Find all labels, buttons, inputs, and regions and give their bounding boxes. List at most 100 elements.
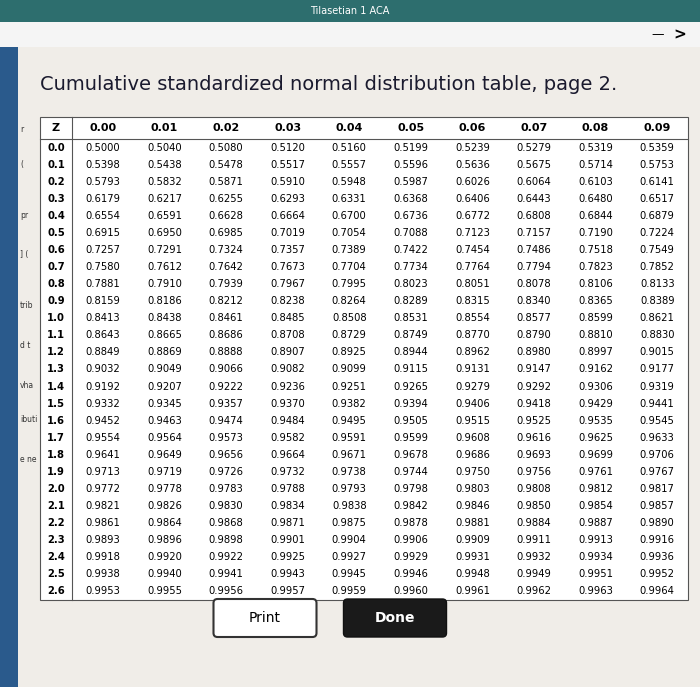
Text: 2.2: 2.2: [47, 518, 65, 528]
Text: 0.1: 0.1: [47, 159, 65, 170]
Text: 0.7190: 0.7190: [578, 228, 613, 238]
Text: 0.6026: 0.6026: [455, 177, 490, 187]
Text: 0.9015: 0.9015: [640, 348, 675, 357]
Text: 0.9099: 0.9099: [332, 365, 367, 374]
Text: 0.8925: 0.8925: [332, 348, 367, 357]
Text: 0.5557: 0.5557: [332, 159, 367, 170]
Text: 0.9591: 0.9591: [332, 433, 367, 443]
Text: 0.9941: 0.9941: [209, 570, 244, 579]
Text: 0.9871: 0.9871: [270, 518, 305, 528]
Text: 0.9131: 0.9131: [455, 365, 490, 374]
Text: 0.8461: 0.8461: [209, 313, 244, 324]
Text: 0.6064: 0.6064: [517, 177, 552, 187]
Text: 0.8962: 0.8962: [455, 348, 490, 357]
Text: 0.9964: 0.9964: [640, 587, 675, 596]
Text: 0.8078: 0.8078: [517, 279, 552, 289]
Text: 0.9772: 0.9772: [85, 484, 120, 494]
Text: 0.08: 0.08: [582, 123, 609, 133]
Text: 0.8531: 0.8531: [393, 313, 428, 324]
Text: 0.9936: 0.9936: [640, 552, 675, 563]
Text: 0.8023: 0.8023: [393, 279, 428, 289]
Text: ] (: ] (: [20, 251, 29, 260]
Text: 0.8729: 0.8729: [332, 330, 367, 340]
Text: 0.6406: 0.6406: [455, 194, 490, 204]
Text: 0.7486: 0.7486: [517, 245, 552, 255]
Text: 0.9474: 0.9474: [209, 416, 244, 426]
Text: 0.9922: 0.9922: [209, 552, 244, 563]
Text: 0.9904: 0.9904: [332, 535, 367, 545]
Text: 0.5596: 0.5596: [393, 159, 428, 170]
Text: 0.7123: 0.7123: [455, 228, 490, 238]
Text: 0.9756: 0.9756: [517, 467, 552, 477]
Text: 0.9909: 0.9909: [455, 535, 490, 545]
Text: Z: Z: [52, 123, 60, 133]
Text: 0.8944: 0.8944: [393, 348, 428, 357]
Text: 0.9452: 0.9452: [85, 416, 120, 426]
Text: 1.6: 1.6: [47, 416, 65, 426]
Text: 0.9927: 0.9927: [332, 552, 367, 563]
Text: 0.3: 0.3: [47, 194, 65, 204]
Text: 0.9838: 0.9838: [332, 501, 367, 511]
Text: 0.9251: 0.9251: [332, 381, 367, 392]
Text: 0.9868: 0.9868: [209, 518, 244, 528]
Text: 0.5000: 0.5000: [85, 142, 120, 153]
Text: 0.6736: 0.6736: [393, 211, 428, 221]
Text: 0.5517: 0.5517: [270, 159, 305, 170]
Text: 0.9207: 0.9207: [147, 381, 182, 392]
Text: 0.7939: 0.7939: [209, 279, 244, 289]
Text: 0.6808: 0.6808: [517, 211, 552, 221]
Text: 0.9641: 0.9641: [85, 450, 120, 460]
Text: 0.9535: 0.9535: [578, 416, 613, 426]
Text: 0.9959: 0.9959: [332, 587, 367, 596]
Text: 0.9940: 0.9940: [147, 570, 182, 579]
Text: 0.5832: 0.5832: [147, 177, 182, 187]
Bar: [0, 47, 18, 687]
Text: 0.5040: 0.5040: [147, 142, 182, 153]
Text: 0.8643: 0.8643: [85, 330, 120, 340]
Text: 0.8888: 0.8888: [209, 348, 244, 357]
Text: Done: Done: [374, 611, 415, 625]
Text: Print: Print: [249, 611, 281, 625]
Text: 0.7357: 0.7357: [270, 245, 305, 255]
Bar: [0, 22, 700, 47]
Text: 0.8133: 0.8133: [640, 279, 675, 289]
Text: 0.9599: 0.9599: [393, 433, 428, 443]
Text: 0.9893: 0.9893: [85, 535, 120, 545]
Text: 0.6: 0.6: [47, 245, 65, 255]
Text: 0.9082: 0.9082: [270, 365, 305, 374]
Text: 0.6628: 0.6628: [209, 211, 244, 221]
Text: 0.9554: 0.9554: [85, 433, 120, 443]
Text: 0.6844: 0.6844: [578, 211, 613, 221]
Text: 0.8264: 0.8264: [332, 296, 367, 306]
Text: 0.6772: 0.6772: [455, 211, 490, 221]
Text: 0.7088: 0.7088: [393, 228, 428, 238]
Text: Tilasetian 1 ACA: Tilasetian 1 ACA: [310, 6, 390, 16]
Text: 0.8749: 0.8749: [393, 330, 428, 340]
Text: 2.1: 2.1: [47, 501, 65, 511]
Text: 0.7642: 0.7642: [209, 262, 244, 272]
Text: 0.7257: 0.7257: [85, 245, 120, 255]
Text: 0.7389: 0.7389: [332, 245, 367, 255]
Text: 0.7019: 0.7019: [270, 228, 305, 238]
Text: 0.6141: 0.6141: [640, 177, 675, 187]
Text: 0.5120: 0.5120: [270, 142, 305, 153]
Text: 0.8577: 0.8577: [517, 313, 552, 324]
Text: 0.9798: 0.9798: [393, 484, 428, 494]
Text: 0.9778: 0.9778: [147, 484, 182, 494]
Text: 1.4: 1.4: [47, 381, 65, 392]
Text: 0.6879: 0.6879: [640, 211, 675, 221]
Text: 0.7291: 0.7291: [147, 245, 182, 255]
Text: 0.9738: 0.9738: [332, 467, 367, 477]
Text: 0.8770: 0.8770: [455, 330, 490, 340]
Text: 0.9949: 0.9949: [517, 570, 552, 579]
Text: 0.9761: 0.9761: [578, 467, 613, 477]
Text: 0.9582: 0.9582: [270, 433, 305, 443]
Text: 0.8389: 0.8389: [640, 296, 675, 306]
Text: 0.8315: 0.8315: [455, 296, 490, 306]
Text: 0.5080: 0.5080: [209, 142, 244, 153]
Text: 0.9961: 0.9961: [455, 587, 490, 596]
Text: r: r: [20, 126, 23, 135]
Text: 0.6368: 0.6368: [393, 194, 428, 204]
Text: 0.9147: 0.9147: [517, 365, 552, 374]
Text: 0.9306: 0.9306: [578, 381, 613, 392]
